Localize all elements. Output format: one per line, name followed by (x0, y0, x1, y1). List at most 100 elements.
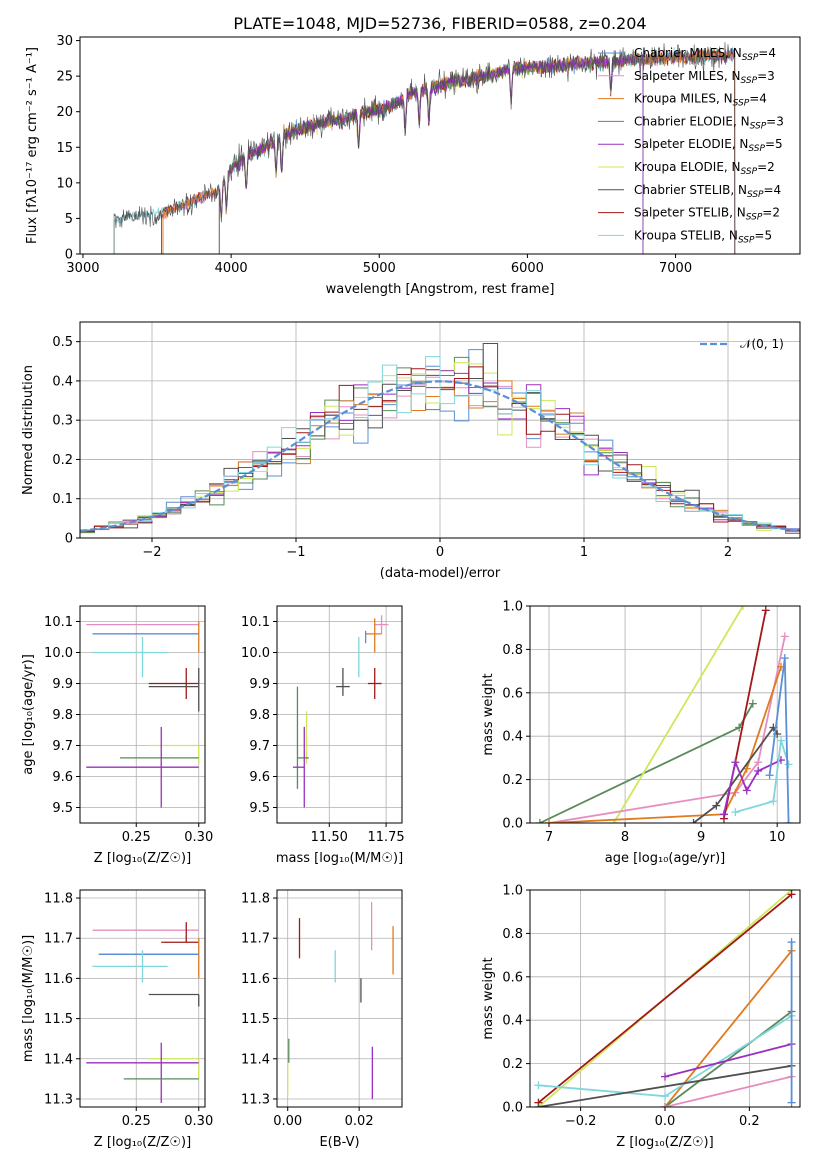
plot-area (113, 42, 736, 254)
y-tick-label: 9.7 (249, 739, 270, 754)
legend-entry: Kroupa ELODIE, NSSP=2 (634, 160, 775, 177)
y-tick-label: 10.0 (44, 646, 73, 661)
x-tick-label: 2 (724, 545, 732, 560)
errorbar-point-chabrier_stelib (336, 668, 350, 696)
series-salpeter_stelib (534, 890, 796, 1107)
x-tick-label: 0.30 (184, 1114, 213, 1129)
series-line (539, 703, 754, 823)
x-tick-label: 0.0 (655, 1114, 676, 1129)
y-tick-label: 11.3 (241, 1092, 270, 1107)
y-tick-label: 0.3 (52, 414, 73, 429)
y-tick-label: 9.9 (52, 677, 73, 692)
panel-mass-vs-EBV: 0.00 0.02 11.3 11.4 11.5 11.6 11.7 11.8 E(B-V) (241, 889, 403, 1150)
spectrum-line-chabrier_stelib (113, 42, 736, 254)
legend-entry: Salpeter ELODIE, NSSP=5 (634, 137, 783, 154)
series-line (612, 606, 744, 823)
x-tick-label: 11.75 (367, 830, 404, 845)
y-tick-label: 9.7 (52, 739, 73, 754)
legend-rest: =5 (765, 137, 783, 151)
y-tick-label: 0.4 (502, 730, 523, 745)
series-line (664, 1075, 792, 1107)
axes-frame (276, 889, 403, 1108)
x-axis-label: wavelength [Angstrom, rest frame] (326, 282, 555, 297)
x-tick-label: 5000 (363, 261, 396, 276)
errorbar-point-chabrier_elodie (296, 686, 309, 789)
x-tick-label: 0.30 (184, 830, 213, 845)
x-tick-label: 6000 (511, 261, 544, 276)
x-tick-label: 1 (580, 545, 588, 560)
legend-entry: Kroupa MILES, NSSP=4 (634, 92, 767, 109)
y-tick-label: 0.5 (52, 335, 73, 350)
x-tick-label: 0.02 (345, 1114, 374, 1129)
plot-area (86, 922, 200, 1103)
legend-sub: SSP (747, 190, 764, 200)
y-tick-label: 1.0 (502, 600, 523, 615)
legend-sub: SSP (741, 167, 758, 177)
y-tick-label: 15 (56, 141, 73, 156)
x-tick-label: 7 (545, 830, 553, 845)
series-kroupa_stelib (731, 736, 793, 817)
legend-sub: SSP (746, 213, 763, 223)
y-tick-label: 11.8 (241, 892, 270, 907)
x-tick-label: −1 (286, 545, 305, 560)
y-tick-label: 11.5 (241, 1012, 270, 1027)
plot-area (292, 615, 389, 808)
panel-spectrum: 3000 4000 5000 6000 7000 0 5 10 15 20 25 30 waveleng… (25, 34, 801, 297)
y-tick-label: 0.4 (52, 374, 73, 389)
errorbar-point-chabrier_stelib (148, 668, 200, 712)
x-tick-label: 0.00 (273, 1114, 302, 1129)
y-tick-label: 9.5 (52, 801, 73, 816)
y-tick-label: 0 (65, 248, 73, 263)
series-salpeter_elodie (661, 1040, 796, 1081)
y-tick-label: 10.1 (44, 615, 73, 630)
y-tick-label: 5 (65, 212, 73, 227)
panel-residuals: −2 −1 0 1 2 0 0.1 0.2 0.3 0.4 0.5 (data-model)/erro… (21, 321, 801, 581)
plot-area (534, 890, 796, 1107)
legend-sub: SSP (748, 144, 765, 154)
spectrum-line-salpeter_elodie (218, 54, 644, 254)
plot-area (86, 621, 200, 808)
series-line (548, 666, 782, 823)
axes-frame (79, 36, 801, 255)
axes-frame (529, 605, 801, 824)
y-axis-label: age [log₁₀(age/yr)] (21, 654, 36, 775)
legend-sub: SSP (738, 235, 755, 245)
x-tick-label: −2 (142, 545, 161, 560)
series-line (735, 740, 790, 813)
errorbar-point-salpeter_miles (374, 615, 389, 634)
y-tick-label: 11.4 (44, 1052, 73, 1067)
errorbar-point-kroupa_stelib (92, 637, 168, 678)
panel-mass-vs-Z: 0.25 0.30 11.3 11.4 11.5 11.6 11.7 11.8 Z [log₁₀… (21, 889, 213, 1150)
y-tick-label: 0 (65, 532, 73, 547)
x-axis-label: Z [log₁₀(Z/Z☉)] (94, 1135, 191, 1150)
legend-entry: Kroupa STELIB, NSSP=5 (634, 228, 772, 245)
y-tick-label: 0.0 (502, 1101, 523, 1116)
series-chabrier_elodie (661, 1007, 796, 1107)
y-tick-label: 25 (56, 70, 73, 85)
x-tick-label: 4000 (215, 261, 248, 276)
series-salpeter_elodie (719, 756, 785, 819)
y-tick-label: 1.0 (502, 884, 523, 899)
y-tick-label: 11.5 (44, 1012, 73, 1027)
panel-mass-weight-vs-age: 7 8 9 10 0.0 0.2 0.4 0.6 0.8 1.0 age [log₁₀(age/yr… (481, 600, 801, 866)
legend-rest: =4 (764, 183, 782, 197)
series-chabrier_elodie (535, 699, 757, 823)
x-tick-label: 7000 (659, 261, 692, 276)
x-axis-label: (data-model)/error (380, 566, 501, 581)
y-tick-label: 11.6 (44, 972, 73, 987)
plot-area (287, 902, 394, 1099)
errorbar-point-kroupa_elodie (302, 711, 312, 765)
errorbar-point-kroupa_stelib (92, 950, 168, 983)
gaussian-curve (80, 380, 798, 533)
series-chabrier_miles (765, 654, 793, 823)
y-tick-label: 11.7 (44, 932, 73, 947)
y-tick-label: 11.8 (44, 892, 73, 907)
panel-mass-weight-vs-Z: −0.2 0.0 0.2 0.0 0.2 0.4 0.6 0.8 1.0 Z [log₁₀(Z/Z… (481, 884, 801, 1150)
legend-rest: =5 (754, 228, 772, 242)
legend-rest: =3 (766, 114, 784, 128)
series-line (664, 1043, 792, 1078)
y-tick-label: 0.2 (52, 453, 73, 468)
y-tick-label: 9.9 (249, 677, 270, 692)
errorbar-point-salpeter_elodie (86, 726, 199, 808)
y-tick-label: 0.1 (52, 492, 73, 507)
